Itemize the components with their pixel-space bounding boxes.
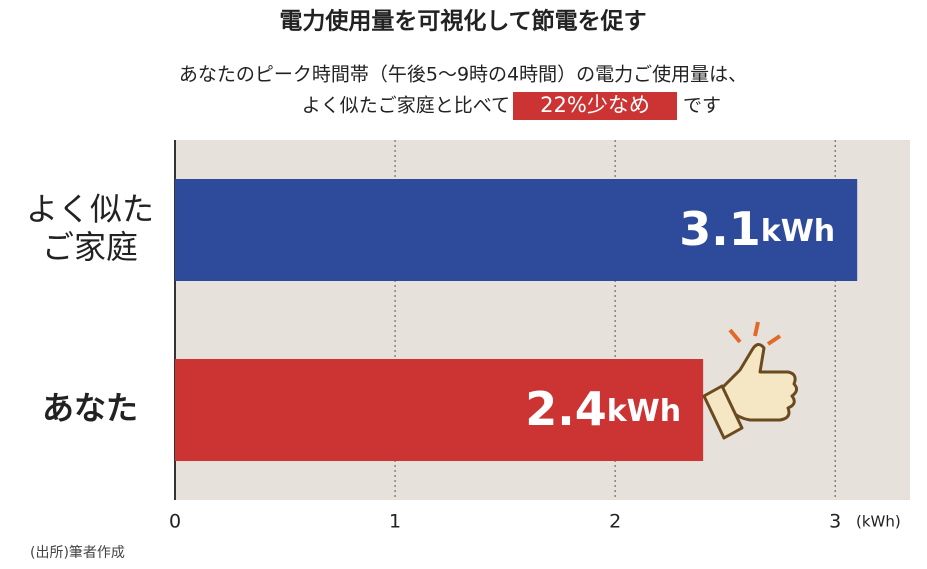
x-tick-label: 3	[829, 511, 841, 533]
subtitle-end: です	[683, 95, 721, 117]
bar	[175, 179, 858, 281]
highlight-box	[513, 92, 677, 120]
value-number: 2.4	[525, 382, 607, 436]
y-tick-label: あなた	[42, 389, 138, 427]
y-tick-line: ご家庭	[42, 228, 138, 266]
x-tick-label: 2	[609, 511, 621, 533]
bar	[175, 359, 704, 461]
thumbs-up-icon	[702, 321, 799, 440]
chart-title: 電力使用量を可視化して節電を促す	[279, 8, 646, 35]
subtitle: あなたのピーク時間帯（午後5〜9時の4時間）の電力ご使用量は、	[179, 64, 747, 86]
value-label: 3.1kWh	[679, 202, 835, 256]
y-tick-label: よく似たご家庭	[26, 190, 154, 266]
x-tick-label: 1	[389, 511, 401, 533]
y-tick-line: よく似た	[26, 190, 154, 228]
highlight: 22%少なめ	[540, 93, 650, 117]
value-unit: kWh	[761, 214, 835, 249]
value-number: 3.1	[679, 202, 761, 256]
x-tick-label: 0	[169, 511, 181, 533]
x-axis-label: (kWh)	[856, 513, 901, 531]
value-label: 2.4kWh	[525, 382, 681, 436]
subtitle: よく似たご家庭と比べて	[302, 95, 510, 117]
source: (出所)筆者作成	[30, 545, 125, 561]
value-unit: kWh	[607, 394, 681, 429]
